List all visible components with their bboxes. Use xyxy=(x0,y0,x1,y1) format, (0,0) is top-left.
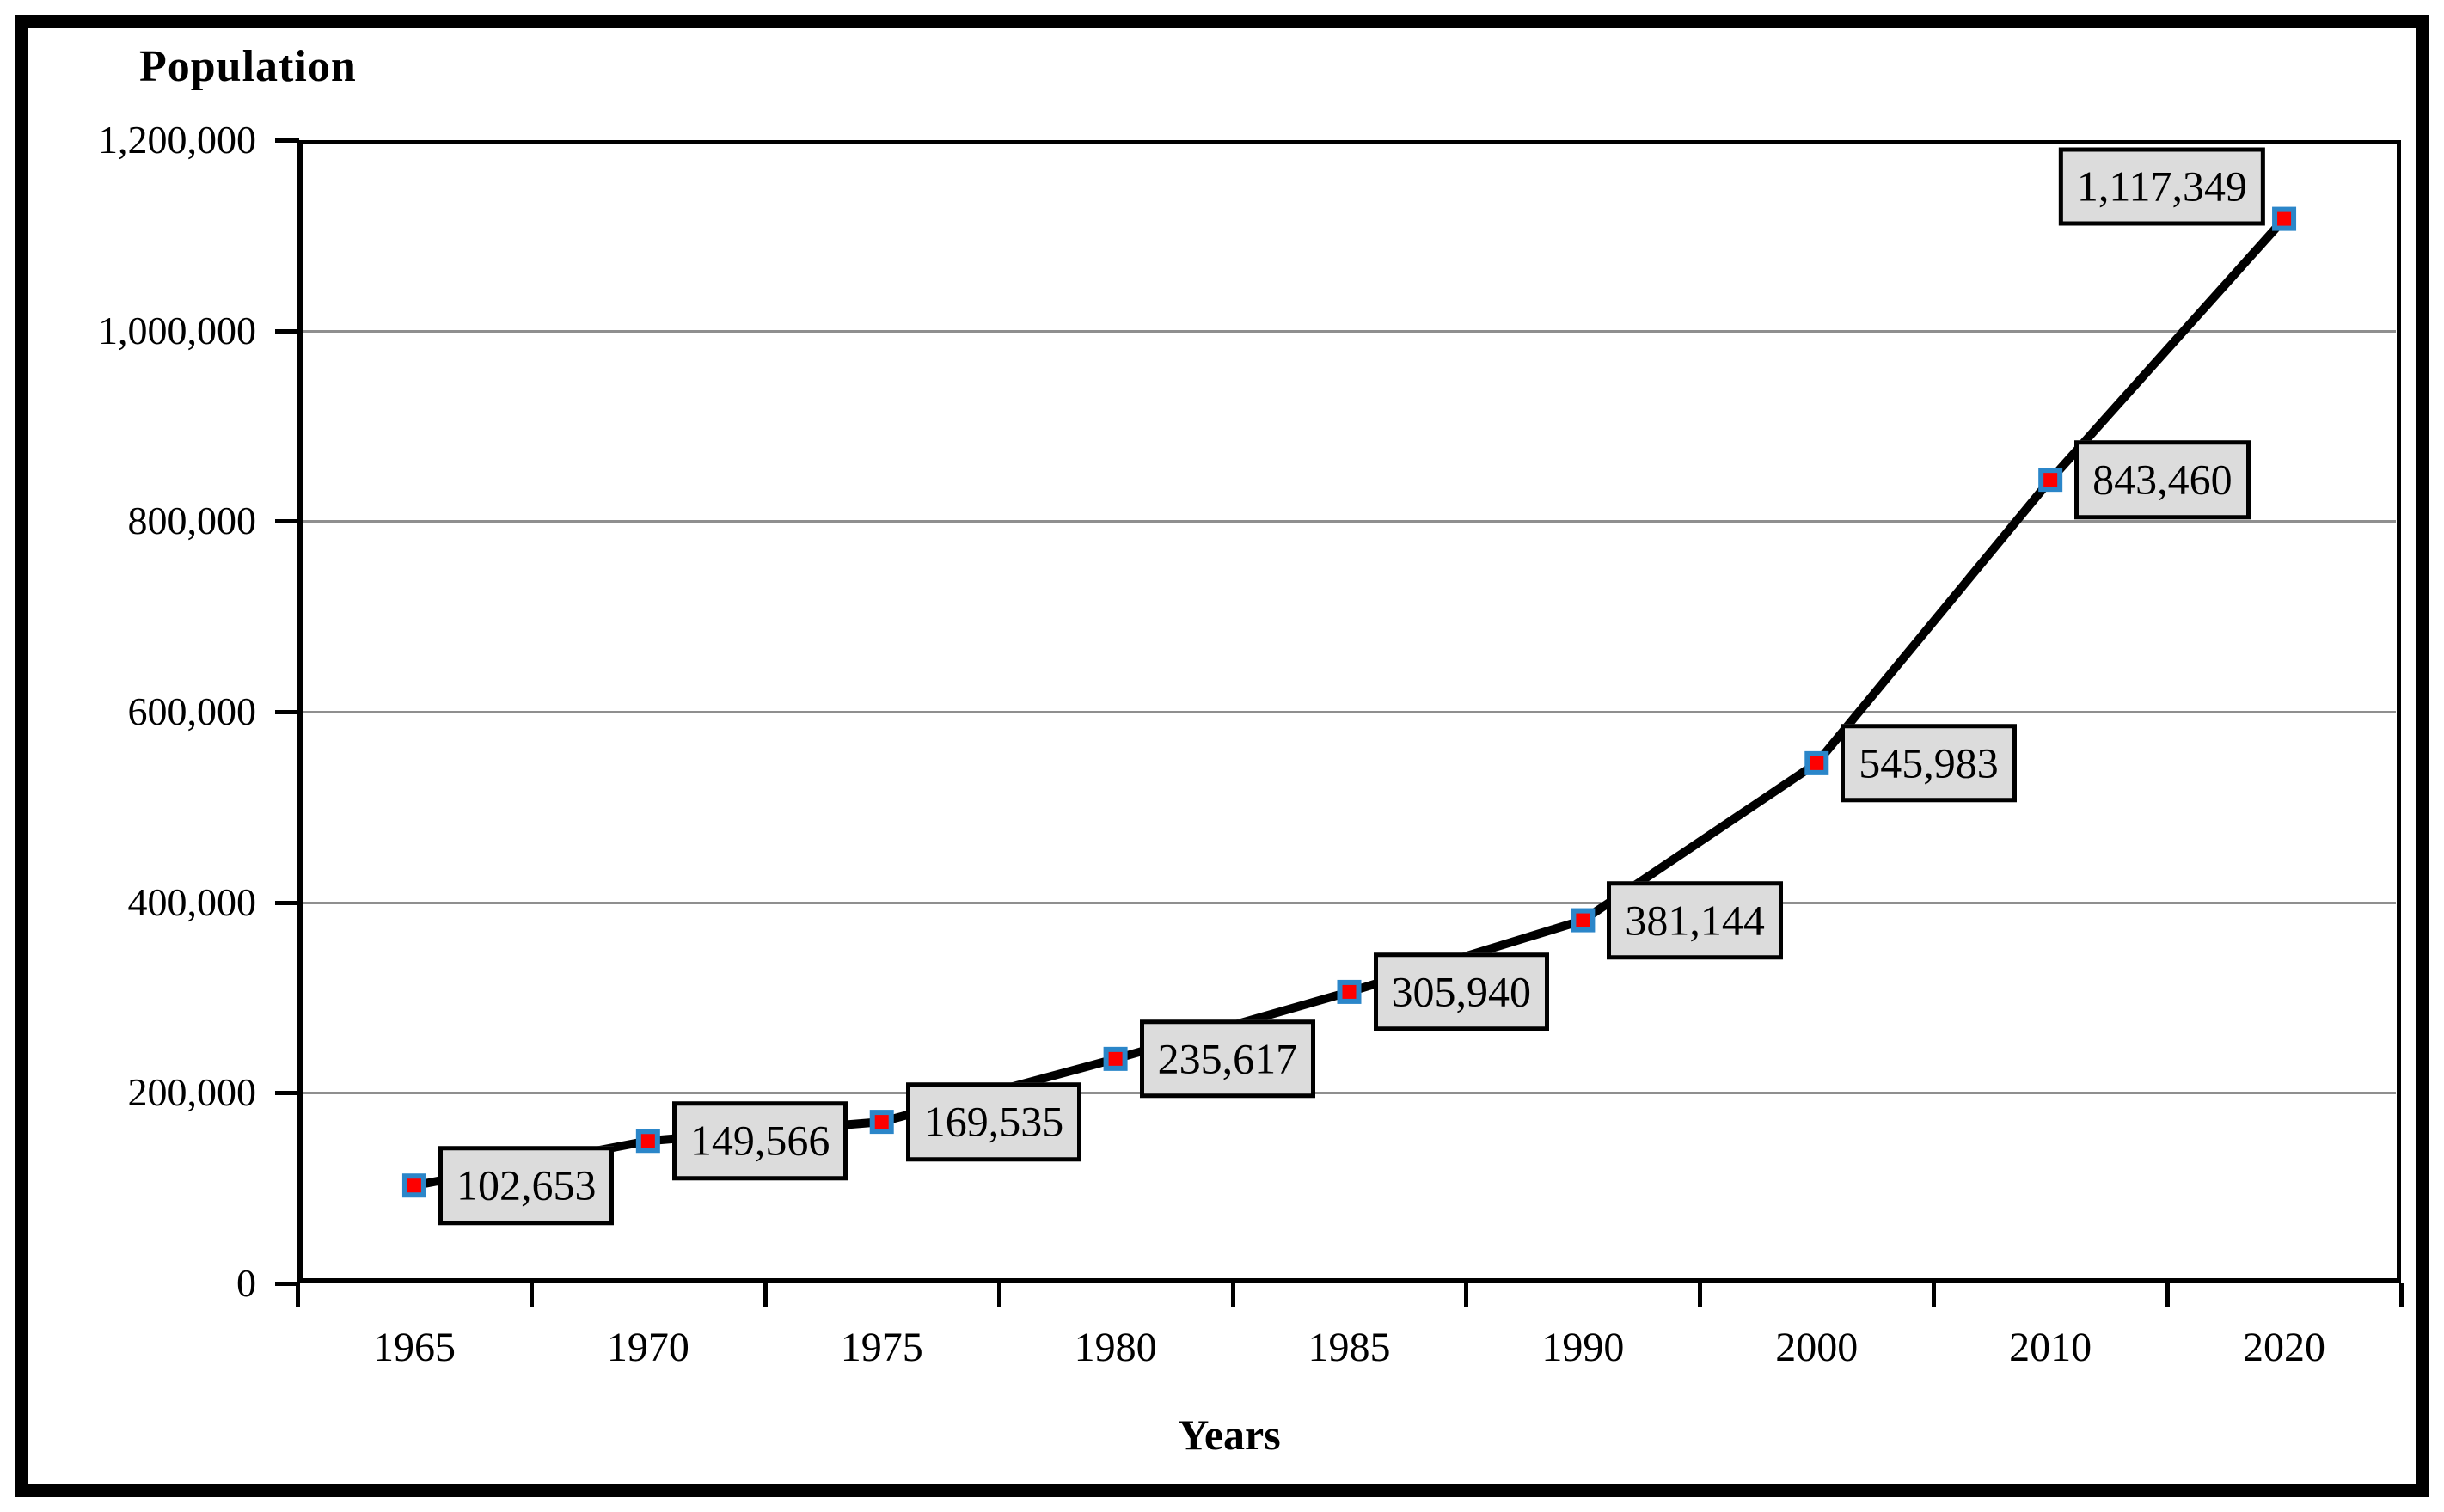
x-tick-label: 1975 xyxy=(840,1325,923,1370)
gridline xyxy=(303,901,2396,904)
x-tick-mark xyxy=(1932,1283,1937,1307)
y-tick-mark xyxy=(275,1091,299,1096)
data-label: 305,940 xyxy=(1373,952,1549,1031)
data-point-marker xyxy=(1337,979,1362,1004)
x-tick-label: 2010 xyxy=(2009,1325,2092,1370)
data-point-marker xyxy=(635,1129,660,1154)
x-tick-mark xyxy=(529,1283,534,1307)
x-axis-title: Years xyxy=(1178,1411,1281,1459)
x-tick-mark xyxy=(1230,1283,1235,1307)
gridline xyxy=(303,1092,2396,1095)
gridline xyxy=(303,520,2396,523)
y-tick-mark xyxy=(275,519,299,524)
x-tick-label: 1990 xyxy=(1541,1325,1625,1370)
x-tick-label: 2020 xyxy=(2243,1325,2326,1370)
data-label: 843,460 xyxy=(2074,440,2251,519)
x-tick-mark xyxy=(1698,1283,1703,1307)
x-tick-mark xyxy=(763,1283,768,1307)
data-label: 169,535 xyxy=(905,1082,1082,1161)
x-tick-label: 2000 xyxy=(1775,1325,1859,1370)
y-tick-label: 1,200,000 xyxy=(98,118,256,162)
y-tick-mark xyxy=(275,328,299,334)
y-tick-label: 1,000,000 xyxy=(98,308,256,352)
x-tick-mark xyxy=(2399,1283,2404,1307)
data-point-marker xyxy=(869,1110,894,1135)
data-point-marker xyxy=(2038,468,2063,493)
y-tick-label: 200,000 xyxy=(127,1070,257,1115)
chart-outer-frame xyxy=(15,15,2429,1497)
data-label: 545,983 xyxy=(1841,724,2017,803)
data-point-marker xyxy=(2272,206,2297,231)
data-label: 381,144 xyxy=(1607,880,1783,960)
x-tick-mark xyxy=(1464,1283,1469,1307)
gridline xyxy=(303,329,2396,333)
y-tick-label: 800,000 xyxy=(127,499,257,543)
data-point-marker xyxy=(1103,1046,1128,1071)
population-line xyxy=(413,216,2288,1191)
y-axis-title: Population xyxy=(139,42,357,91)
gridline xyxy=(303,711,2396,713)
y-tick-label: 400,000 xyxy=(127,879,257,924)
data-point-marker xyxy=(401,1173,426,1198)
x-tick-mark xyxy=(296,1283,300,1307)
plot-area-border xyxy=(297,140,2401,1283)
data-point-marker xyxy=(1804,750,1829,775)
y-tick-mark xyxy=(275,1282,299,1286)
x-tick-mark xyxy=(2165,1283,2171,1307)
data-label: 1,117,349 xyxy=(2058,147,2266,226)
data-label: 235,617 xyxy=(1139,1019,1316,1099)
y-tick-mark xyxy=(275,900,299,905)
data-label: 102,653 xyxy=(438,1146,615,1225)
x-tick-label: 1965 xyxy=(372,1325,456,1370)
x-tick-label: 1980 xyxy=(1074,1325,1157,1370)
x-tick-mark xyxy=(996,1283,1001,1307)
y-tick-label: 0 xyxy=(236,1261,256,1305)
y-tick-mark xyxy=(275,138,299,143)
line-series-chart xyxy=(401,206,2297,1198)
x-tick-label: 1985 xyxy=(1308,1325,1391,1370)
x-tick-label: 1970 xyxy=(606,1325,689,1370)
y-tick-label: 600,000 xyxy=(127,689,257,733)
data-label: 149,566 xyxy=(671,1101,848,1180)
y-tick-mark xyxy=(275,710,299,714)
data-point-marker xyxy=(1571,908,1596,933)
